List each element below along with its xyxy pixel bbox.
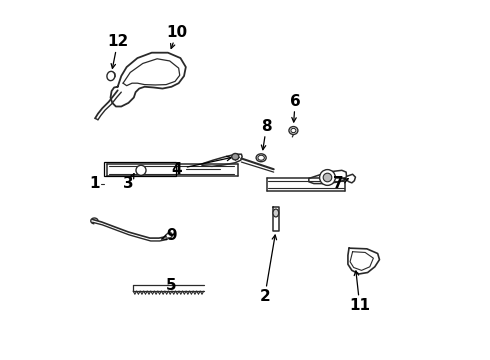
Text: 10: 10 xyxy=(166,26,188,40)
Ellipse shape xyxy=(258,155,265,160)
Circle shape xyxy=(136,165,146,175)
Bar xyxy=(104,162,176,176)
Ellipse shape xyxy=(232,153,239,160)
Text: 9: 9 xyxy=(166,228,177,243)
Text: 1: 1 xyxy=(89,176,99,191)
Text: 3: 3 xyxy=(123,176,134,191)
Text: 8: 8 xyxy=(261,119,272,134)
Text: 5: 5 xyxy=(166,278,177,293)
Text: 12: 12 xyxy=(107,35,128,49)
Text: 4: 4 xyxy=(172,162,182,177)
Text: 7: 7 xyxy=(333,176,343,191)
Ellipse shape xyxy=(289,127,298,134)
Ellipse shape xyxy=(256,154,266,162)
Text: 2: 2 xyxy=(259,289,270,304)
Ellipse shape xyxy=(291,129,296,133)
Circle shape xyxy=(319,170,335,185)
Text: 11: 11 xyxy=(349,298,370,313)
Ellipse shape xyxy=(273,209,279,217)
Ellipse shape xyxy=(107,71,115,81)
Text: 6: 6 xyxy=(290,94,300,109)
Circle shape xyxy=(323,173,332,182)
